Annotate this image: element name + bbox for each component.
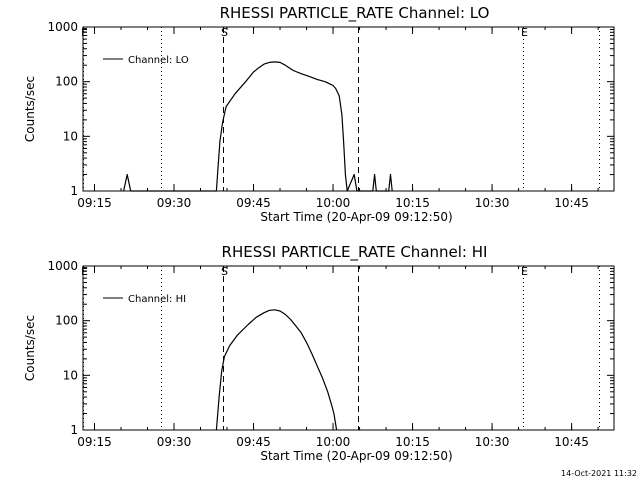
hi-channel-chart: RHESSI PARTICLE_RATE Channel: HI 1 10 100 10…	[23, 243, 615, 463]
x-tick-label: 09:15	[77, 435, 112, 449]
marker-label: E	[521, 26, 528, 39]
x-tick-label: 09:15	[77, 196, 112, 210]
x-tick-label: 10:00	[316, 196, 351, 210]
x-tick-label: 09:45	[236, 196, 271, 210]
series-line	[123, 61, 393, 192]
timestamp-stamp: 14-Oct-2021 11:32	[561, 469, 637, 478]
plot-frame	[82, 265, 615, 431]
x-tick-label: 10:45	[554, 196, 589, 210]
x-tick-label: 09:45	[236, 435, 271, 449]
x-tick-label: 10:45	[554, 435, 589, 449]
series-line	[215, 309, 338, 431]
y-tick-label: 1	[70, 184, 78, 198]
x-tick-label: 09:30	[157, 435, 192, 449]
x-tick-label: 10:15	[395, 435, 430, 449]
marker-label: E	[81, 265, 88, 278]
x-tick-label: 10:30	[475, 196, 510, 210]
marker-label: S	[221, 26, 228, 39]
plot-frame	[82, 26, 615, 192]
y-tick-label: 100	[55, 75, 78, 89]
marker-label: E	[81, 26, 88, 39]
x-axis-label: Start Time (20-Apr-09 09:12:50)	[260, 449, 452, 463]
x-tick-label: 10:15	[395, 196, 430, 210]
y-tick-label: 10	[63, 368, 78, 382]
y-axis-label: Counts/sec	[23, 76, 37, 142]
y-axis-label: Counts/sec	[23, 315, 37, 381]
lo-channel-chart: RHESSI PARTICLE_RATE Channel: LO 1 10 100 10…	[23, 4, 615, 224]
y-tick-label: 1000	[47, 259, 78, 273]
legend-label: Channel: LO	[128, 55, 189, 66]
y-tick-label: 10	[63, 129, 78, 143]
marker-label: S	[221, 265, 228, 278]
y-tick-label: 1	[70, 423, 78, 437]
x-axis-label: Start Time (20-Apr-09 09:12:50)	[260, 210, 452, 224]
legend-label: Channel: HI	[128, 294, 186, 305]
x-tick-label: 10:00	[316, 435, 351, 449]
x-tick-label: 09:30	[157, 196, 192, 210]
chart-title: RHESSI PARTICLE_RATE Channel: LO	[220, 4, 490, 23]
y-tick-label: 1000	[47, 20, 78, 34]
marker-label: E	[521, 265, 528, 278]
x-tick-label: 10:30	[475, 435, 510, 449]
chart-title: RHESSI PARTICLE_RATE Channel: HI	[222, 243, 488, 262]
y-tick-label: 100	[55, 314, 78, 328]
